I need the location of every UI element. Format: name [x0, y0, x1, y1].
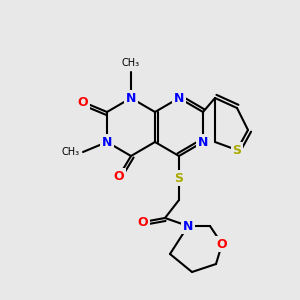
Text: N: N: [174, 92, 184, 104]
Text: O: O: [217, 238, 227, 250]
Text: N: N: [183, 220, 193, 232]
Text: S: S: [175, 172, 184, 184]
Text: N: N: [102, 136, 112, 148]
Text: O: O: [78, 95, 88, 109]
Text: O: O: [138, 215, 148, 229]
Text: CH₃: CH₃: [122, 58, 140, 68]
Text: CH₃: CH₃: [62, 147, 80, 157]
Text: N: N: [198, 136, 208, 148]
Text: N: N: [126, 92, 136, 104]
Text: S: S: [232, 143, 242, 157]
Text: O: O: [114, 169, 124, 182]
